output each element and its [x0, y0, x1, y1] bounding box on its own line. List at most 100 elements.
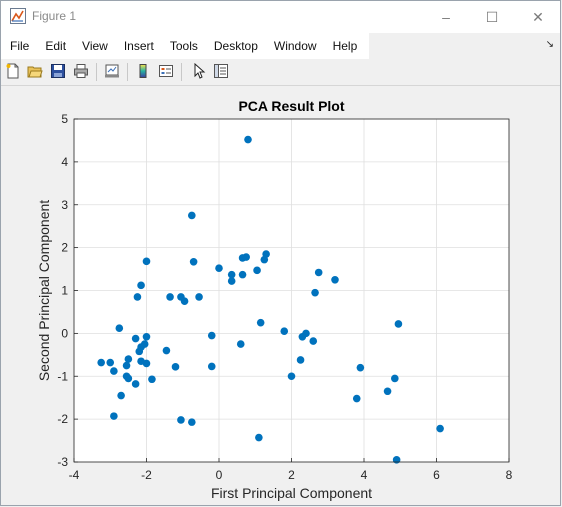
scatter-point[interactable]: [238, 254, 247, 262]
toolbar-separator: [181, 63, 182, 81]
scatter-point[interactable]: [131, 334, 140, 343]
menu-file[interactable]: File: [10, 39, 30, 53]
scatter-point[interactable]: [137, 281, 145, 290]
y-axis-label: Second Principal Component: [36, 200, 52, 381]
menu-insert[interactable]: Insert: [123, 39, 154, 53]
scatter-point[interactable]: [135, 347, 144, 356]
scatter-point[interactable]: [188, 418, 196, 426]
scatter-point[interactable]: [260, 255, 269, 264]
x-tick-label: 0: [216, 468, 223, 482]
x-tick-label: -2: [141, 468, 152, 482]
scatter-point[interactable]: [314, 268, 323, 277]
link-plot-icon[interactable]: [103, 62, 121, 80]
new-figure-icon[interactable]: [4, 62, 22, 80]
scatter-point[interactable]: [110, 367, 118, 375]
scatter-point[interactable]: [142, 359, 151, 368]
scatter-point[interactable]: [124, 355, 133, 363]
scatter-point[interactable]: [166, 293, 174, 301]
scatter-point[interactable]: [177, 416, 185, 424]
scatter-point[interactable]: [356, 363, 365, 372]
scatter-point[interactable]: [180, 297, 189, 306]
scatter-point[interactable]: [392, 456, 401, 464]
scatter-point[interactable]: [207, 362, 216, 371]
scatter-point[interactable]: [171, 363, 180, 371]
menu-view[interactable]: View: [82, 39, 108, 53]
scatter-point[interactable]: [331, 275, 339, 284]
scatter-point[interactable]: [133, 293, 142, 301]
menu-window[interactable]: Window: [273, 39, 317, 53]
insert-legend-icon[interactable]: [157, 62, 175, 80]
scatter-point[interactable]: [352, 394, 361, 403]
scatter-point[interactable]: [280, 327, 289, 336]
scatter-point[interactable]: [227, 277, 236, 285]
figure-toolbar: [1, 59, 560, 86]
scatter-point[interactable]: [394, 320, 403, 328]
scatter-point[interactable]: [383, 387, 392, 396]
y-tick-label: 2: [61, 241, 68, 255]
scatter-point[interactable]: [253, 266, 261, 275]
x-tick-label: 2: [288, 468, 295, 482]
y-tick-label: 4: [61, 155, 68, 169]
scatter-point[interactable]: [148, 375, 156, 384]
scatter-point[interactable]: [391, 374, 399, 383]
scatter-point[interactable]: [215, 264, 223, 273]
menu-bar-filler: [369, 33, 560, 59]
menu-tools[interactable]: Tools: [169, 39, 198, 53]
scatter-point[interactable]: [236, 340, 245, 348]
scatter-point[interactable]: [255, 433, 263, 442]
chart-title: PCA Result Plot: [238, 98, 344, 114]
scatter-point[interactable]: [189, 257, 198, 266]
scatter-point[interactable]: [162, 346, 171, 355]
property-inspector-icon[interactable]: [212, 62, 230, 80]
scatter-point[interactable]: [110, 412, 118, 420]
y-tick-label: 5: [61, 112, 68, 126]
scatter-point[interactable]: [207, 331, 216, 340]
scatter-point[interactable]: [97, 358, 105, 367]
dock-figure-icon[interactable]: ↘: [545, 39, 554, 50]
y-tick-label: 3: [61, 198, 68, 212]
title-bar[interactable]: Figure 1 – ☐ ✕: [1, 1, 560, 33]
minimize-button[interactable]: –: [423, 1, 469, 33]
scatter-point[interactable]: [311, 288, 319, 297]
menu-edit[interactable]: Edit: [45, 39, 67, 53]
insert-colorbar-icon[interactable]: [134, 62, 152, 80]
scatter-point[interactable]: [131, 380, 140, 388]
scatter-point[interactable]: [309, 337, 318, 345]
y-tick-label: -3: [57, 455, 68, 469]
menu-desktop[interactable]: Desktop: [213, 39, 258, 53]
pca-scatter-plot[interactable]: -4 -2 0 2 4 6 8 -3 -2 -1 0 1 2 3 4 5 PCA Result Plot Fi…: [1, 86, 560, 506]
scatter-point[interactable]: [124, 374, 133, 383]
scatter-point[interactable]: [115, 324, 124, 333]
toolbar-separator: [96, 63, 97, 81]
print-icon[interactable]: [72, 62, 90, 80]
scatter-point[interactable]: [296, 356, 305, 364]
scatter-point[interactable]: [436, 424, 444, 433]
window-title: Figure 1: [32, 9, 77, 23]
x-tick-label: 4: [361, 468, 368, 482]
scatter-point[interactable]: [227, 270, 236, 279]
scatter-point[interactable]: [298, 333, 307, 341]
open-file-icon[interactable]: [26, 62, 44, 80]
data-points: [97, 135, 444, 464]
edit-plot-icon[interactable]: [189, 62, 207, 80]
menu-help[interactable]: Help: [332, 39, 358, 53]
close-button[interactable]: ✕: [515, 1, 561, 33]
scatter-point[interactable]: [106, 358, 115, 367]
scatter-point[interactable]: [142, 333, 151, 341]
scatter-point[interactable]: [188, 211, 196, 220]
x-tick-label: -4: [69, 468, 80, 482]
minimize-icon: –: [442, 9, 450, 25]
maximize-button[interactable]: ☐: [469, 1, 515, 33]
scatter-point[interactable]: [142, 257, 151, 266]
matlab-figure-icon: [10, 8, 26, 24]
save-icon[interactable]: [49, 62, 67, 80]
scatter-point[interactable]: [117, 391, 125, 400]
scatter-point[interactable]: [244, 135, 252, 144]
scatter-point[interactable]: [256, 318, 265, 327]
scatter-point[interactable]: [238, 270, 247, 279]
scatter-point[interactable]: [122, 361, 131, 370]
scatter-point[interactable]: [287, 372, 296, 381]
x-axis-label: First Principal Component: [211, 485, 372, 501]
scatter-point[interactable]: [195, 293, 203, 301]
